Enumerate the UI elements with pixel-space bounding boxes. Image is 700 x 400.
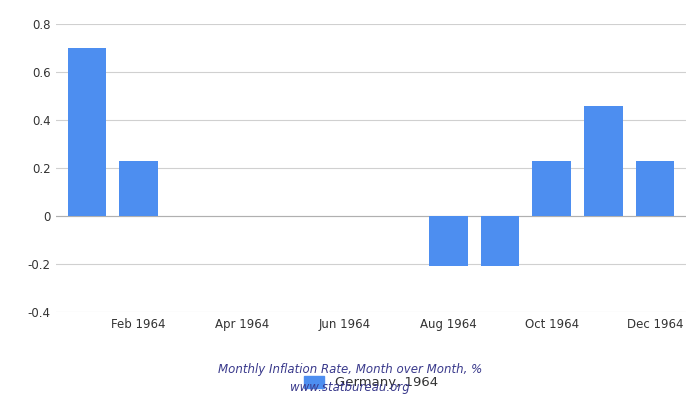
Text: Monthly Inflation Rate, Month over Month, %: Monthly Inflation Rate, Month over Month… <box>218 364 482 376</box>
Legend: Germany, 1964: Germany, 1964 <box>299 370 443 394</box>
Bar <box>636 161 674 216</box>
Bar <box>68 48 106 216</box>
Bar <box>119 161 158 216</box>
Bar <box>429 216 468 266</box>
Text: www.statbureau.org: www.statbureau.org <box>290 382 410 394</box>
Bar <box>481 216 519 266</box>
Bar <box>533 161 571 216</box>
Bar <box>584 106 623 216</box>
